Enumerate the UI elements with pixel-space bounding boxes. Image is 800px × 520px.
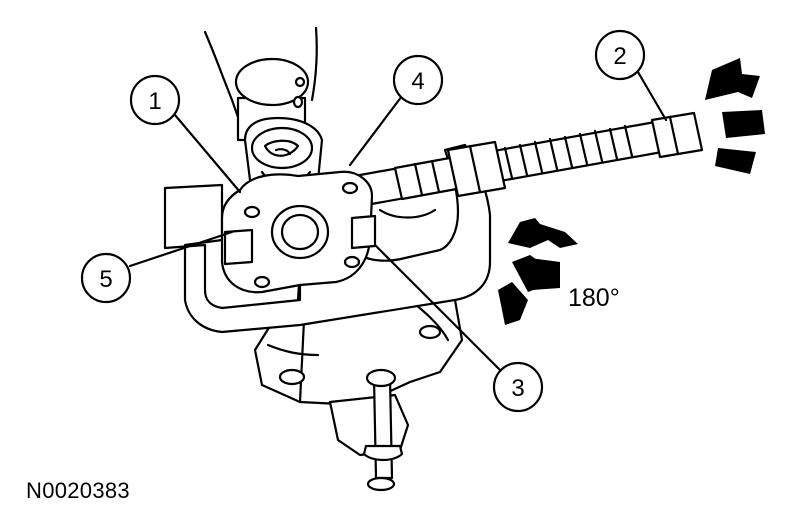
callout-number-1: 1 bbox=[148, 88, 161, 115]
callout-number-2: 2 bbox=[613, 43, 626, 70]
leader-lines bbox=[128, 70, 668, 372]
callout-number-5: 5 bbox=[99, 266, 112, 293]
vise-handle bbox=[362, 368, 404, 492]
callout-2: 2 bbox=[594, 29, 646, 81]
callout-number-3: 3 bbox=[511, 375, 524, 402]
rotation-angle-label: 180° bbox=[568, 284, 620, 312]
adapter-plate bbox=[220, 170, 377, 294]
rotation-arrow-screw bbox=[705, 58, 765, 174]
callout-1: 1 bbox=[129, 74, 181, 126]
callout-5: 5 bbox=[80, 252, 132, 304]
puller-yoke bbox=[446, 140, 507, 198]
callout-number-4: 4 bbox=[411, 68, 424, 95]
forcing-screw bbox=[358, 111, 704, 207]
steering-column-shaft bbox=[203, 26, 324, 184]
callout-4: 4 bbox=[392, 54, 444, 106]
callout-3: 3 bbox=[492, 361, 544, 413]
rotation-arrow-180: 180° bbox=[498, 218, 620, 325]
figure-id: N0020383 bbox=[26, 478, 130, 503]
